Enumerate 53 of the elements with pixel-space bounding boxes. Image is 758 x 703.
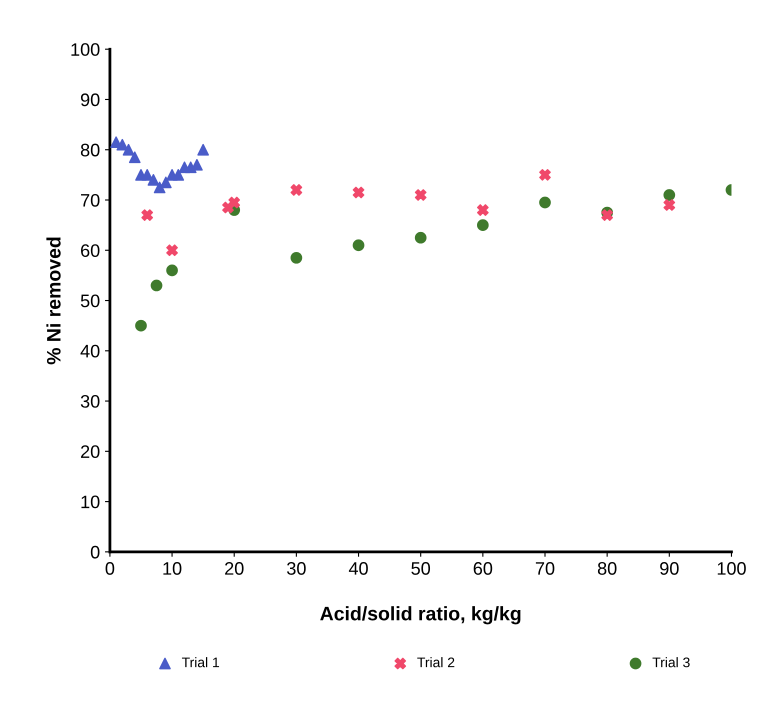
point — [352, 239, 364, 252]
point — [116, 138, 128, 151]
legend-label: Trial 1 — [182, 657, 220, 668]
point — [290, 252, 302, 264]
y-tick-label: 60 — [81, 244, 100, 257]
point — [160, 176, 172, 188]
y-tick-label: 70 — [81, 194, 100, 207]
point — [663, 199, 676, 211]
point — [477, 219, 489, 231]
point — [414, 232, 427, 244]
y-tick-label: 90 — [80, 93, 100, 106]
point — [172, 169, 184, 181]
point — [539, 196, 551, 208]
point — [122, 144, 134, 156]
x-tick-label: 0 — [106, 562, 114, 575]
y-tick-label: 100 — [71, 43, 100, 56]
y-tick-label: 30 — [80, 394, 100, 408]
point — [601, 209, 614, 221]
y-tick-label: 10 — [81, 496, 100, 508]
x-tick-label: 100 — [718, 562, 746, 575]
y-tick-label: 20 — [81, 445, 100, 458]
point — [477, 204, 489, 216]
point — [150, 280, 162, 292]
point — [414, 189, 427, 201]
x-tick-label: 30 — [287, 562, 306, 575]
point — [128, 151, 141, 164]
y-tick-label: 50 — [80, 294, 100, 308]
x-tick-label: 20 — [225, 562, 244, 575]
x-tick-label: 40 — [348, 562, 368, 575]
x-tick-label: 50 — [411, 562, 430, 575]
x-tick-label: 60 — [474, 562, 492, 575]
y-tick-label: 80 — [80, 144, 100, 156]
point — [148, 174, 160, 186]
point — [197, 144, 209, 156]
x-tick-label: 80 — [598, 562, 616, 575]
y-tick-label: 40 — [80, 344, 100, 358]
point — [539, 169, 551, 181]
point — [135, 320, 147, 332]
point — [352, 186, 364, 198]
legend-label: Trial 3 — [652, 657, 690, 668]
point — [228, 196, 240, 208]
y-tick-label: 0 — [90, 546, 100, 559]
point — [290, 184, 302, 196]
x-tick-label: 10 — [163, 562, 182, 575]
point — [141, 209, 154, 221]
point — [663, 189, 676, 201]
x-axis-title: Acid/solid ratio, kg/kg — [320, 606, 520, 624]
x-tick-label: 90 — [660, 562, 679, 575]
point — [166, 244, 178, 256]
point — [166, 264, 178, 276]
y-axis-title: % Ni removed — [46, 238, 61, 364]
x-tick-label: 70 — [536, 562, 554, 575]
legend-label: Trial 2 — [417, 657, 454, 668]
